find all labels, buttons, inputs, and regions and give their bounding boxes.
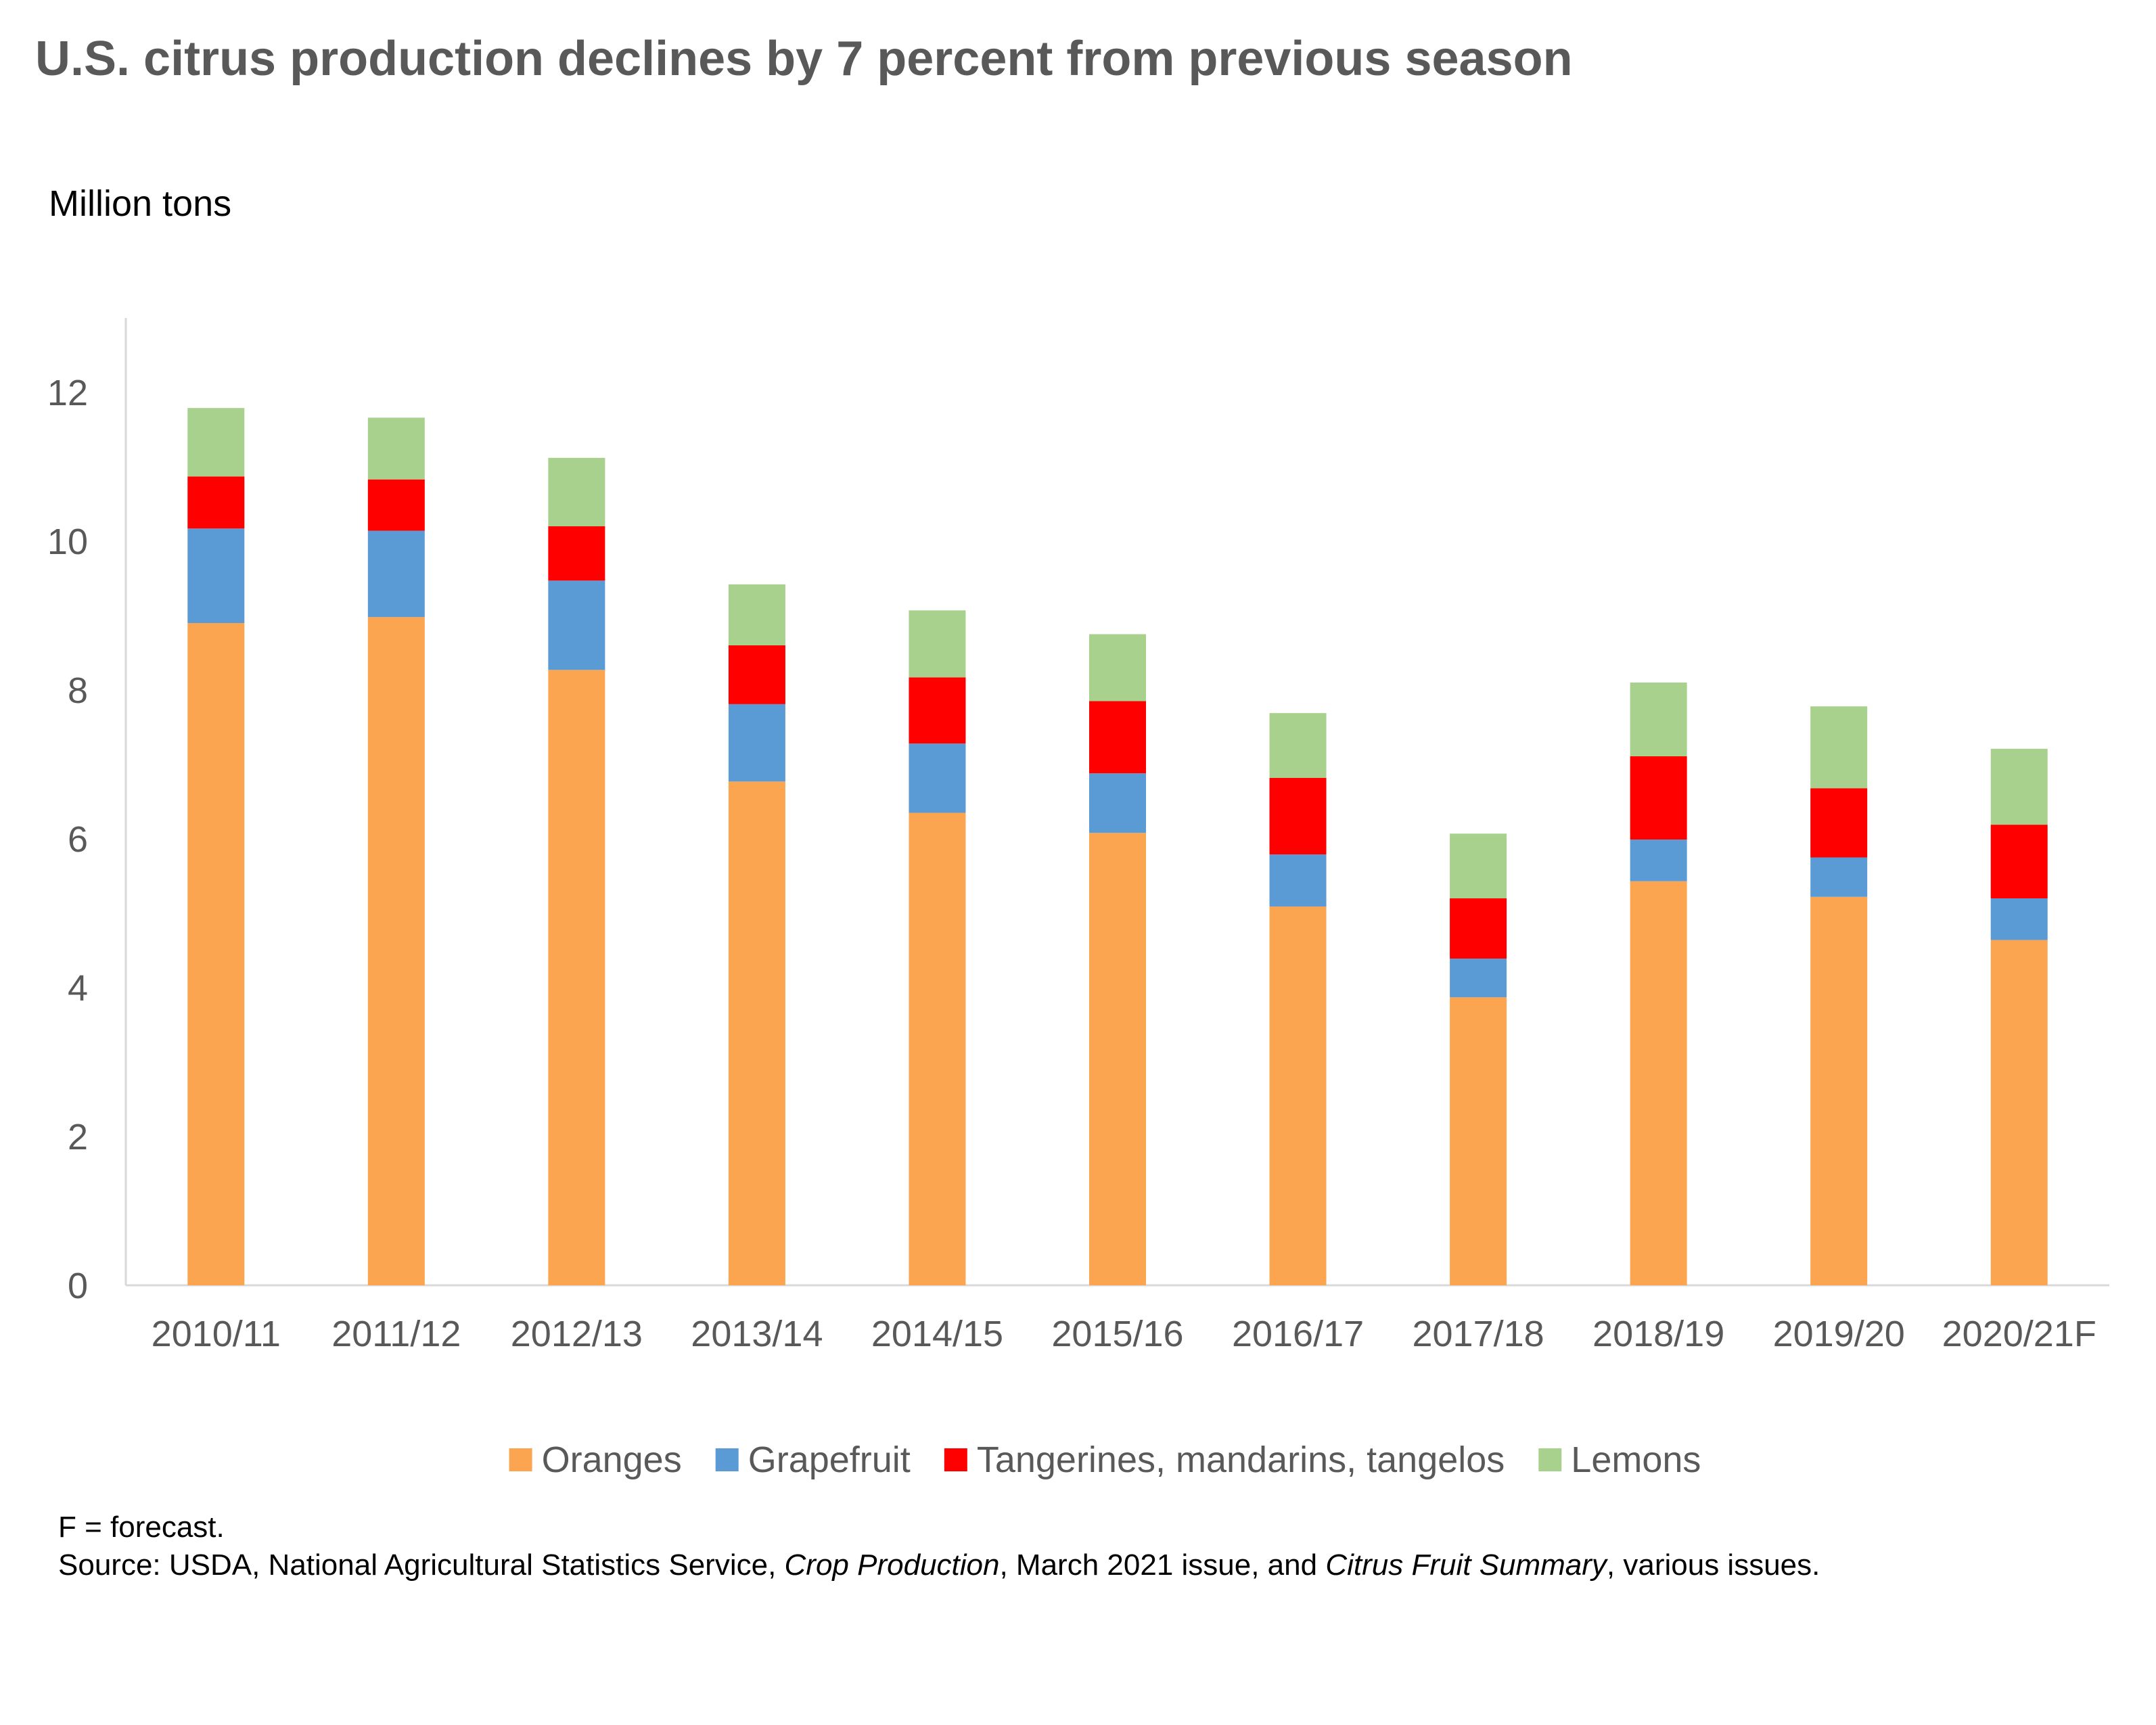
- legend-swatch: [715, 1448, 739, 1471]
- x-tick-label: 2018/19: [1592, 1314, 1724, 1354]
- bar-segment: [1450, 898, 1507, 959]
- source-note: Source: USDA, National Agricultural Stat…: [58, 1546, 1820, 1584]
- y-axis-label: Million tons: [49, 183, 232, 224]
- x-tick-label: 2015/16: [1051, 1314, 1183, 1354]
- source-publication-2: Citrus Fruit Summary: [1325, 1548, 1607, 1582]
- legend-label: Tangerines, mandarins, tangelos: [977, 1440, 1505, 1480]
- bar-segment: [187, 476, 245, 529]
- bar-segment: [367, 617, 425, 1285]
- y-tick-label: 0: [68, 1266, 88, 1306]
- x-tick-label: 2019/20: [1773, 1314, 1905, 1354]
- bar-segment: [1990, 940, 2048, 1285]
- legend-swatch: [1538, 1448, 1562, 1471]
- y-tick-label: 6: [68, 819, 88, 860]
- x-tick-label: 2016/17: [1232, 1314, 1364, 1354]
- x-tick-labels: 2010/11 2011/12 2012/13 2013/14 2014/15 2015/…: [152, 1314, 2096, 1354]
- bar-segment: [1990, 898, 2048, 940]
- bar-segment: [1269, 854, 1327, 907]
- bar-segment: [187, 408, 245, 477]
- bar-segment: [367, 479, 425, 531]
- bar-segment: [367, 417, 425, 480]
- bar-segment: [187, 623, 245, 1285]
- bar-segment: [1450, 833, 1507, 898]
- bar-segment: [1810, 788, 1868, 858]
- bar-segment: [1269, 713, 1327, 778]
- bar-segment: [909, 812, 966, 1285]
- bar-segment: [548, 670, 605, 1285]
- bar-segment: [728, 584, 785, 645]
- bar-segment: [728, 781, 785, 1285]
- x-tick-label: 2017/18: [1412, 1314, 1544, 1354]
- y-tick-labels: 0 2 4 6 8 10 12: [47, 373, 88, 1306]
- bar-segment: [548, 580, 605, 670]
- legend-label: Lemons: [1571, 1440, 1701, 1480]
- bar-segment: [909, 610, 966, 678]
- bar-segment: [1089, 701, 1146, 774]
- y-tick-label: 4: [68, 968, 88, 1009]
- bar-segment: [1630, 840, 1687, 881]
- bars: [187, 408, 2048, 1285]
- y-tick-label: 2: [68, 1117, 88, 1157]
- bar-segment: [548, 526, 605, 581]
- bar-segment: [1810, 706, 1868, 789]
- source-suffix: , various issues.: [1606, 1548, 1820, 1582]
- bar-segment: [1630, 683, 1687, 756]
- y-tick-label: 12: [47, 373, 88, 413]
- x-tick-label: 2014/15: [871, 1314, 1003, 1354]
- bar-segment: [909, 743, 966, 813]
- bar-segment: [1269, 906, 1327, 1285]
- legend-label: Oranges: [542, 1440, 682, 1480]
- source-middle: , March 2021 issue, and: [999, 1548, 1326, 1582]
- bar-segment: [1990, 825, 2048, 898]
- bar-segment: [1630, 881, 1687, 1285]
- source-prefix: Source: USDA, National Agricultural Stat…: [58, 1548, 785, 1582]
- legend-swatch: [509, 1448, 532, 1471]
- x-tick-label: 2013/14: [691, 1314, 823, 1354]
- bar-segment: [1089, 833, 1146, 1285]
- bar-segment: [1630, 756, 1687, 840]
- legend-label: Grapefruit: [748, 1440, 911, 1480]
- bar-segment: [1990, 748, 2048, 825]
- bar-segment: [728, 704, 785, 782]
- bar-segment: [367, 530, 425, 618]
- source-publication-1: Crop Production: [784, 1548, 1000, 1582]
- y-tick-label: 10: [47, 522, 88, 562]
- legend-swatch: [944, 1448, 967, 1471]
- forecast-note: F = forecast.: [58, 1511, 225, 1544]
- bar-segment: [1810, 896, 1868, 1285]
- x-tick-label: 2012/13: [511, 1314, 643, 1354]
- bar-segment: [1089, 773, 1146, 833]
- bar-segment: [548, 457, 605, 526]
- y-tick-label: 8: [68, 670, 88, 711]
- x-tick-label: 2011/12: [331, 1314, 461, 1354]
- footnote: F = forecast. Source: USDA, National Agr…: [58, 1509, 1820, 1584]
- chart-title: U.S. citrus production declines by 7 per…: [35, 32, 1573, 86]
- x-tick-label: 2010/11: [152, 1314, 281, 1354]
- bar-segment: [1810, 857, 1868, 897]
- bar-segment: [1269, 777, 1327, 855]
- x-tick-label: 2020/21F: [1942, 1314, 2096, 1354]
- bar-segment: [1089, 634, 1146, 702]
- bar-segment: [1450, 959, 1507, 998]
- legend: Oranges Grapefruit Tangerines, mandarins, …: [509, 1440, 1701, 1480]
- bar-segment: [728, 645, 785, 704]
- bar-segment: [1450, 997, 1507, 1285]
- bar-segment: [909, 677, 966, 744]
- bar-segment: [187, 528, 245, 623]
